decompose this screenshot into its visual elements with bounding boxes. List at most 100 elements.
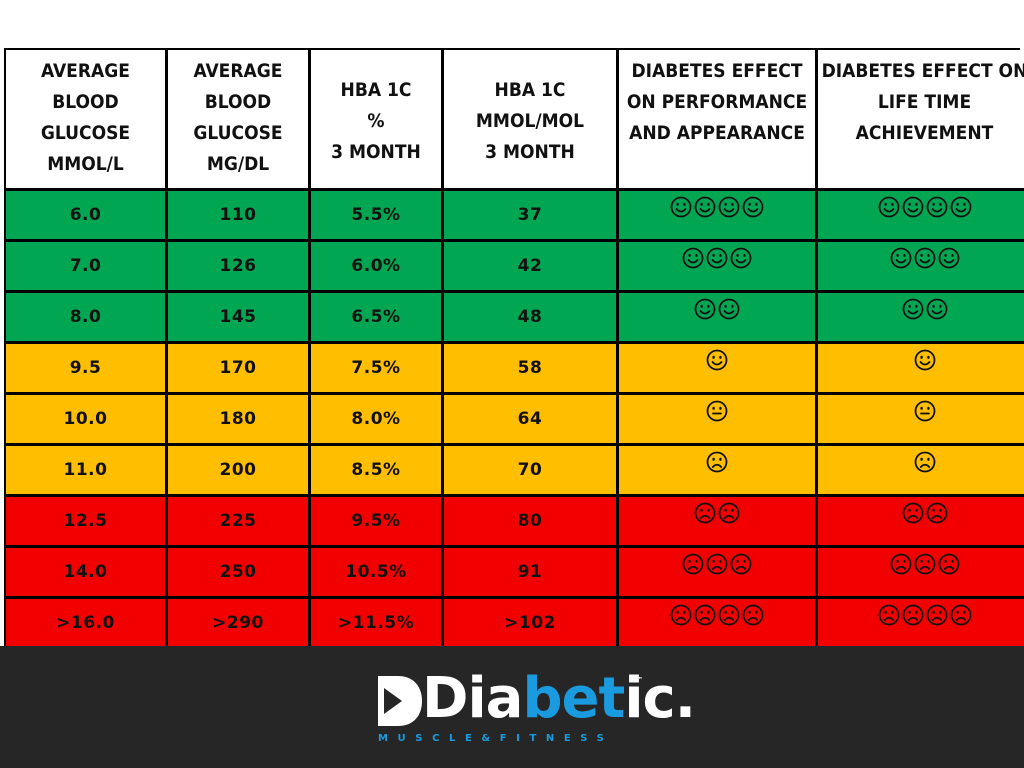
- cell-hba1c-mmol: 42: [444, 239, 616, 290]
- cell-hba1c-pct: 7.5%: [311, 341, 441, 392]
- hba1c-chart-table: AVERAGE BLOOD GLUCOSE MMOL/L AVERAGE BLOO…: [4, 48, 1024, 647]
- sad-face-icon: [718, 604, 740, 626]
- cell-glucose-mgdl: 110: [168, 188, 308, 239]
- cell-hba1c-pct: 8.5%: [311, 443, 441, 494]
- sad-face-icon: [926, 604, 947, 626]
- cell-lifetime-faces: [818, 545, 1024, 596]
- cell-performance-faces: [619, 443, 815, 494]
- cell-hba1c-mmol: 70: [444, 443, 616, 494]
- sad-face-icon: [878, 604, 899, 626]
- happy-face-icon: [926, 298, 947, 320]
- happy-face-icon: [718, 298, 740, 320]
- happy-face-icon: [670, 196, 692, 218]
- happy-face-icon: [706, 349, 728, 371]
- cell-hba1c-mmol: 80: [444, 494, 616, 545]
- header-performance-effect: DIABETES EFFECT ON PERFORMANCE AND APPEA…: [619, 50, 815, 188]
- cell-glucose-mgdl: 200: [168, 443, 308, 494]
- cell-performance-faces: [619, 596, 815, 647]
- happy-face-icon: [890, 247, 911, 269]
- sad-face-icon: [694, 604, 716, 626]
- cell-glucose-mmol: 6.0: [6, 188, 165, 239]
- neutral-face-icon: [914, 400, 935, 422]
- cell-glucose-mmol: 14.0: [6, 545, 165, 596]
- cell-glucose-mgdl: 250: [168, 545, 308, 596]
- sad-face-icon: [694, 502, 716, 524]
- happy-face-icon: [950, 196, 971, 218]
- happy-face-icon: [742, 196, 764, 218]
- happy-face-icon: [902, 196, 923, 218]
- trademark-symbol: ™: [636, 676, 643, 684]
- sad-face-icon: [950, 604, 971, 626]
- cell-hba1c-mmol: >102: [444, 596, 616, 647]
- happy-face-icon: [914, 247, 935, 269]
- cell-performance-faces: [619, 290, 815, 341]
- sad-face-icon: [706, 553, 728, 575]
- cell-lifetime-faces: [818, 341, 1024, 392]
- cell-hba1c-pct: 9.5%: [311, 494, 441, 545]
- header-lifetime-effect: DIABETES EFFECT ON LIFE TIME ACHIEVEMENT: [818, 50, 1024, 188]
- cell-glucose-mmol: 9.5: [6, 341, 165, 392]
- cell-hba1c-pct: 10.5%: [311, 545, 441, 596]
- sad-face-icon: [682, 553, 704, 575]
- happy-face-icon: [730, 247, 752, 269]
- sad-face-icon: [914, 451, 935, 473]
- cell-hba1c-pct: 8.0%: [311, 392, 441, 443]
- cell-glucose-mgdl: 180: [168, 392, 308, 443]
- sad-face-icon: [730, 553, 752, 575]
- cell-lifetime-faces: [818, 290, 1024, 341]
- cell-lifetime-faces: [818, 443, 1024, 494]
- sad-face-icon: [902, 502, 923, 524]
- header-glucose-mgdl: AVERAGE BLOOD GLUCOSE MG/DL: [168, 50, 308, 188]
- sad-face-icon: [670, 604, 692, 626]
- cell-glucose-mgdl: 225: [168, 494, 308, 545]
- cell-lifetime-faces: [818, 392, 1024, 443]
- cell-lifetime-faces: [818, 188, 1024, 239]
- happy-face-icon: [878, 196, 899, 218]
- sad-face-icon: [914, 553, 935, 575]
- happy-face-icon: [718, 196, 740, 218]
- cell-hba1c-mmol: 91: [444, 545, 616, 596]
- happy-face-icon: [682, 247, 704, 269]
- cell-glucose-mgdl: 126: [168, 239, 308, 290]
- sad-face-icon: [718, 502, 740, 524]
- cell-hba1c-mmol: 48: [444, 290, 616, 341]
- header-hba1c-mmol: HBA 1C MMOL/MOL 3 MONTH: [444, 50, 616, 188]
- happy-face-icon: [694, 196, 716, 218]
- cell-lifetime-faces: [818, 596, 1024, 647]
- happy-face-icon: [902, 298, 923, 320]
- logo-tagline: MUSCLE&FITNESS: [378, 733, 614, 744]
- cell-performance-faces: [619, 392, 815, 443]
- brand-logo: Diabetic.: [378, 666, 696, 731]
- cell-hba1c-mmol: 64: [444, 392, 616, 443]
- happy-face-icon: [706, 247, 728, 269]
- logo-d-arrow-icon: [378, 676, 422, 726]
- cell-hba1c-pct: 5.5%: [311, 188, 441, 239]
- cell-glucose-mmol: 12.5: [6, 494, 165, 545]
- cell-performance-faces: [619, 239, 815, 290]
- happy-face-icon: [926, 196, 947, 218]
- cell-performance-faces: [619, 494, 815, 545]
- cell-hba1c-pct: 6.0%: [311, 239, 441, 290]
- sad-face-icon: [938, 553, 959, 575]
- sad-face-icon: [742, 604, 764, 626]
- cell-hba1c-pct: >11.5%: [311, 596, 441, 647]
- happy-face-icon: [914, 349, 935, 371]
- cell-glucose-mgdl: 145: [168, 290, 308, 341]
- sad-face-icon: [706, 451, 728, 473]
- sad-face-icon: [902, 604, 923, 626]
- cell-glucose-mmol: 8.0: [6, 290, 165, 341]
- cell-hba1c-pct: 6.5%: [311, 290, 441, 341]
- cell-glucose-mmol: >16.0: [6, 596, 165, 647]
- cell-hba1c-mmol: 37: [444, 188, 616, 239]
- cell-glucose-mmol: 10.0: [6, 392, 165, 443]
- header-hba1c-percent: HBA 1C % 3 MONTH: [311, 50, 441, 188]
- cell-hba1c-mmol: 58: [444, 341, 616, 392]
- happy-face-icon: [938, 247, 959, 269]
- cell-glucose-mmol: 11.0: [6, 443, 165, 494]
- cell-performance-faces: [619, 188, 815, 239]
- cell-performance-faces: [619, 545, 815, 596]
- header-glucose-mmol: AVERAGE BLOOD GLUCOSE MMOL/L: [6, 50, 165, 188]
- sad-face-icon: [890, 553, 911, 575]
- logo-text: Diabetic.: [422, 666, 696, 731]
- cell-glucose-mgdl: >290: [168, 596, 308, 647]
